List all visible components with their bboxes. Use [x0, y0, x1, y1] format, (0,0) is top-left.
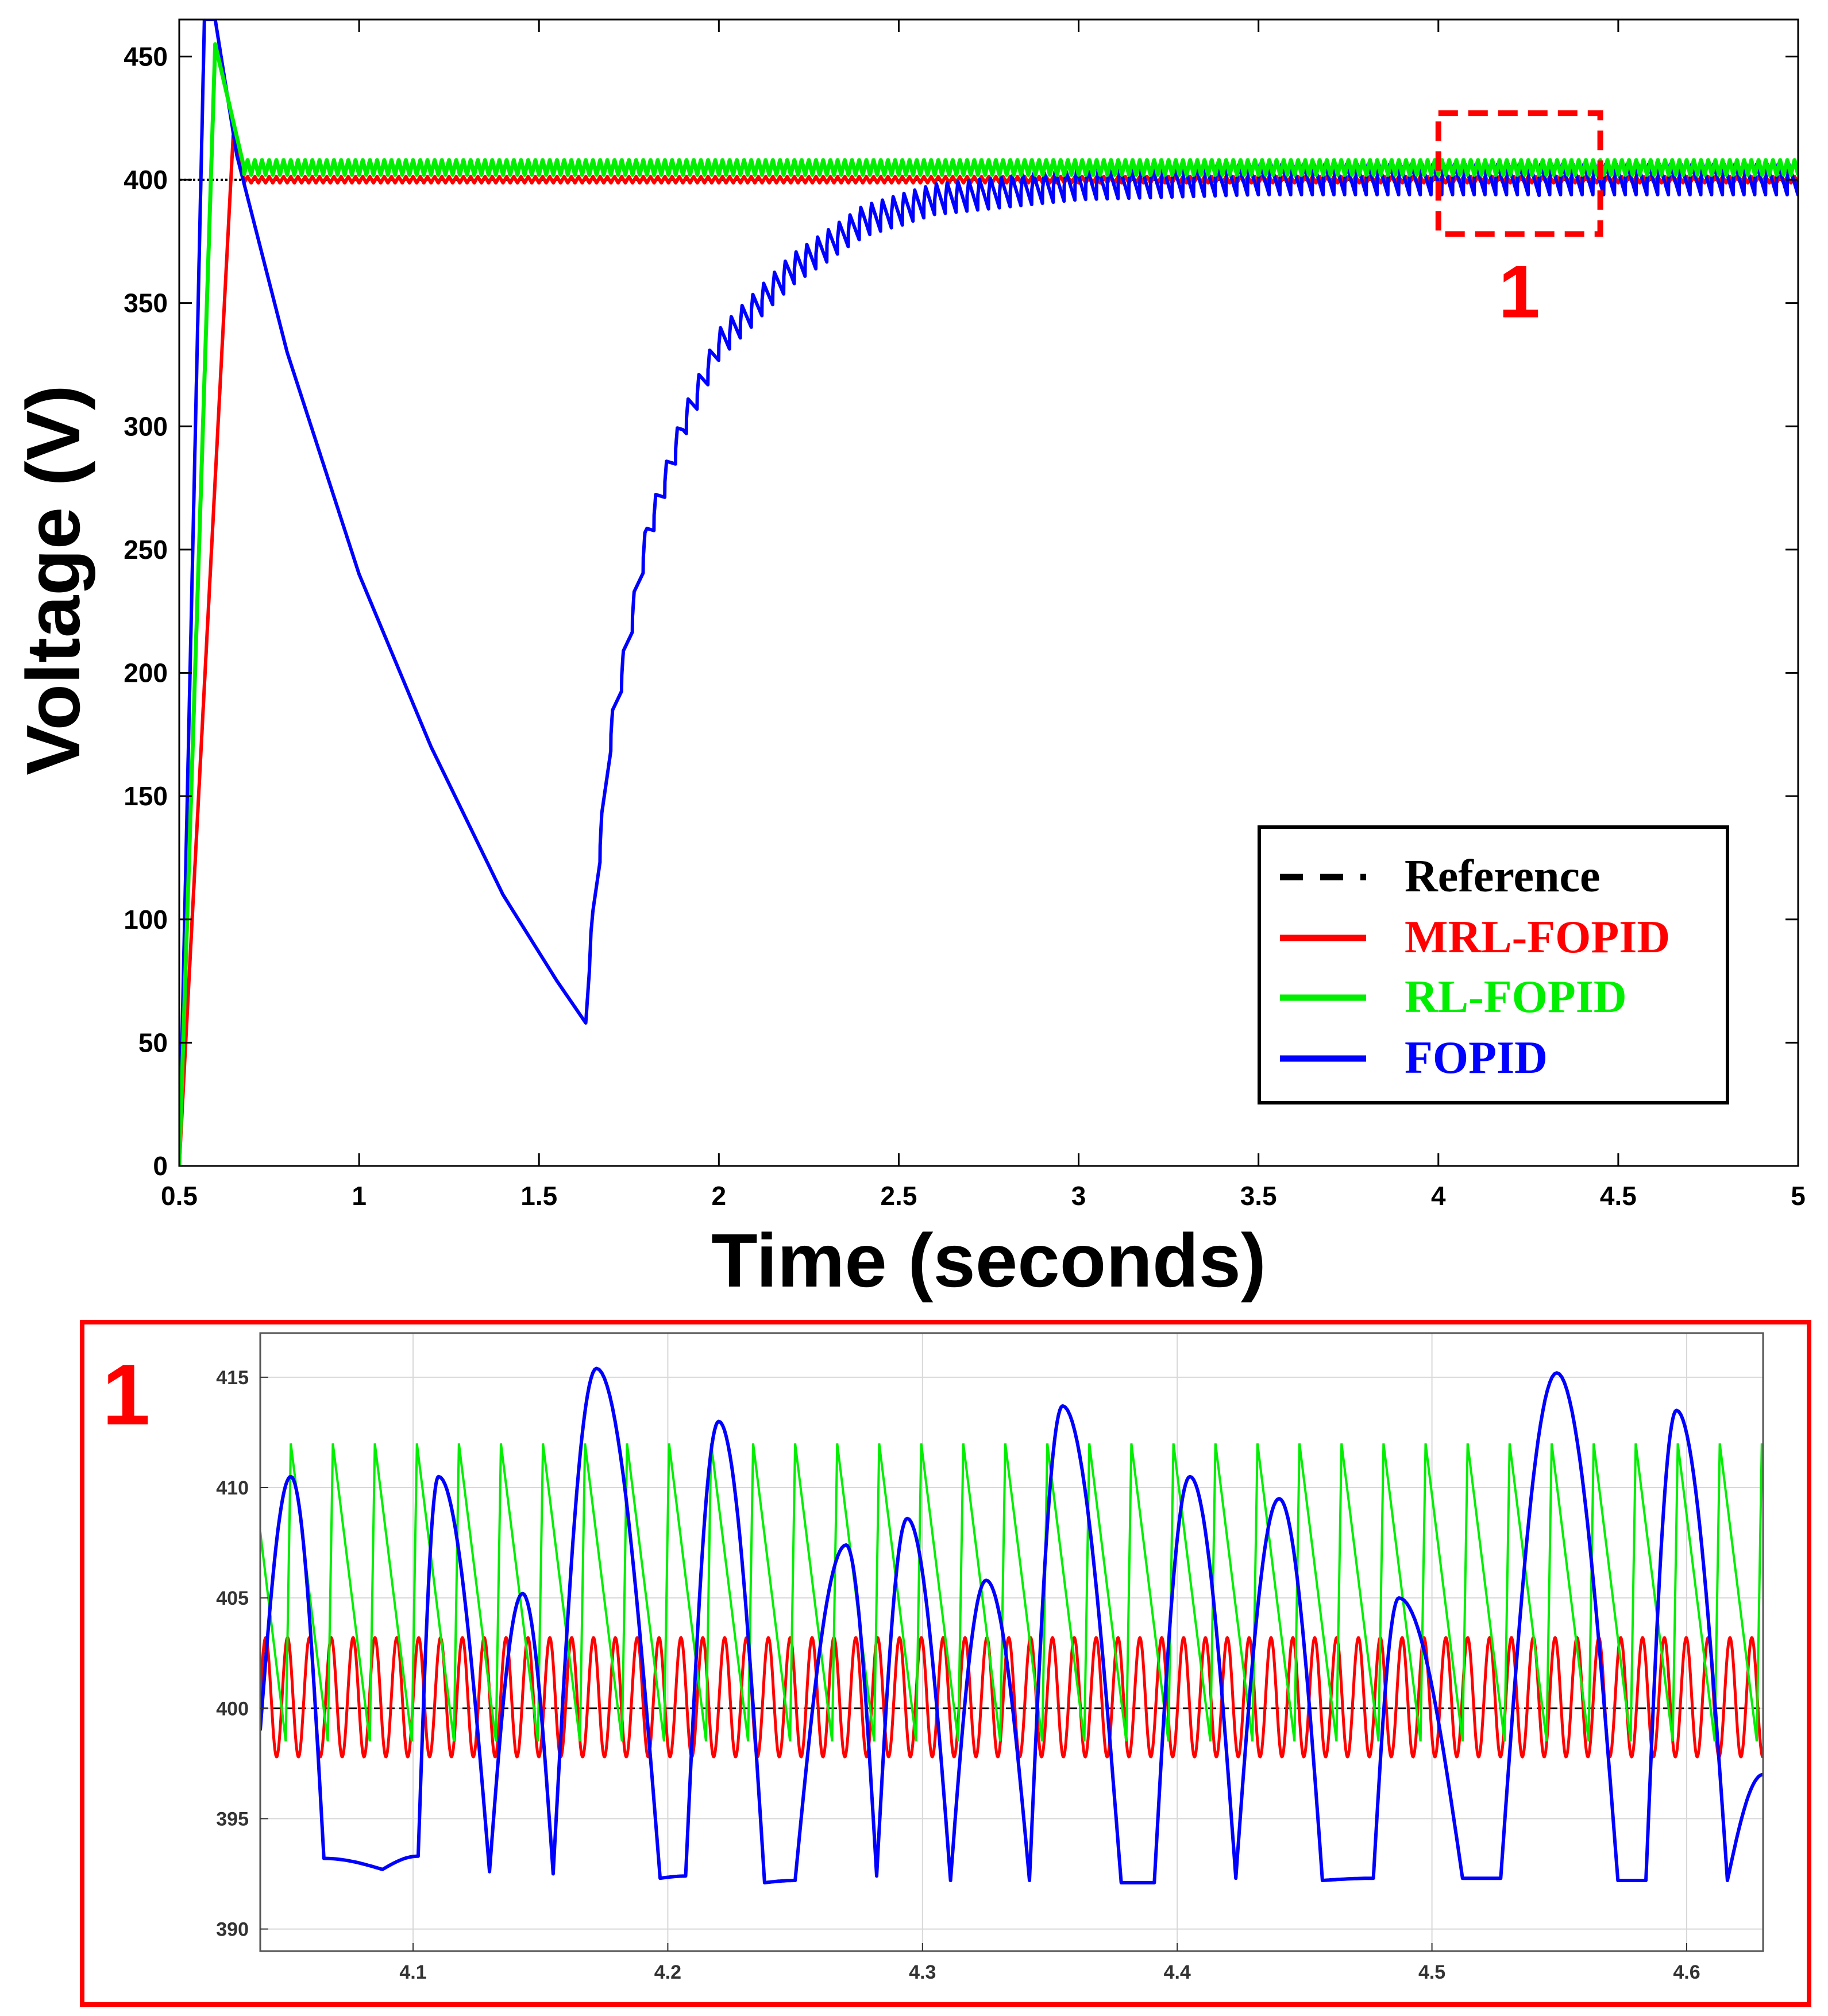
zoom-y-tick-label: 405	[216, 1588, 249, 1609]
main-chart: 0.5 1 1.5 2 2.5 3 3.5 4 4.5 505010015020025030035…	[11, 18, 1806, 1303]
zoom-x-tick-label: 4.2	[654, 1961, 681, 1983]
x-tick-label: 0.5	[161, 1181, 198, 1211]
zoom-series-mrl-fopid	[260, 1636, 1763, 1759]
zoom-y-tick-label: 390	[216, 1919, 249, 1941]
zoom-y-tick-label: 410	[216, 1477, 249, 1499]
zoom-y-tick-label: 415	[216, 1367, 249, 1389]
zoom-series-rl-fopid	[260, 1443, 1763, 1742]
zoom-x-tick-label: 4.6	[1673, 1961, 1700, 1983]
zoom-x-tick-label: 4.3	[909, 1961, 936, 1983]
legend-entry-mrl-fopid: MRL-FOPID	[1280, 912, 1670, 963]
legend-label-mrl-fopid: MRL-FOPID	[1405, 912, 1670, 963]
legend-label-reference: Reference	[1405, 851, 1601, 902]
zoom-x-tick-label: 4.4	[1164, 1961, 1191, 1983]
y-tick-label: 200	[124, 658, 168, 688]
legend-entry-rl-fopid: RL-FOPID	[1280, 972, 1627, 1022]
x-tick-label: 1	[352, 1181, 367, 1211]
zoom-inset-label: 1	[102, 1346, 150, 1443]
x-tick-label: 5	[1791, 1181, 1806, 1211]
main-plot-frame	[178, 18, 1799, 1167]
x-tick-label: 2	[712, 1181, 727, 1211]
y-axis-title: Voltage (V)	[11, 385, 95, 775]
y-tick-label: 250	[124, 535, 168, 565]
legend-label-rl-fopid: RL-FOPID	[1405, 972, 1627, 1022]
y-tick-label: 450	[124, 41, 168, 71]
y-tick-label: 400	[124, 165, 168, 195]
y-tick-label: 350	[124, 288, 168, 318]
y-tick-label: 0	[153, 1151, 168, 1181]
y-tick-label: 50	[138, 1028, 168, 1057]
y-tick-label: 100	[124, 905, 168, 934]
y-tick-label: 300	[124, 411, 168, 441]
x-tick-label: 2.5	[880, 1181, 917, 1211]
zoom-series-fopid	[260, 1366, 1763, 1884]
zoom-plot-frame	[259, 1332, 1764, 1952]
x-tick-label: 4.5	[1600, 1181, 1637, 1211]
zoom-x-tick-label: 4.5	[1418, 1961, 1445, 1983]
x-tick-label: 4	[1431, 1181, 1446, 1211]
x-tick-label: 3.5	[1240, 1181, 1277, 1211]
x-axis-title: Time (seconds)	[711, 1218, 1266, 1303]
legend-label-fopid: FOPID	[1405, 1033, 1548, 1083]
legend: Reference MRL-FOPID RL-FOPID FOPID	[1258, 825, 1729, 1104]
zoom-x-tick-label: 4.1	[399, 1961, 426, 1983]
y-tick-label: 150	[124, 781, 168, 811]
legend-entry-fopid: FOPID	[1280, 1033, 1548, 1083]
legend-entry-reference: Reference	[1280, 851, 1601, 902]
zoom-region-box	[1435, 110, 1603, 237]
main-series-rl-fopid	[179, 42, 1798, 1166]
zoom-y-tick-label: 395	[216, 1808, 249, 1830]
x-tick-label: 1.5	[520, 1181, 557, 1211]
main-series-fopid	[179, 20, 1798, 1166]
x-tick-label: 3	[1071, 1181, 1086, 1211]
zoom-inset: 1 4.1 4.2 4.3 4.4 4.5 4.6 390 395 400 405 410 415	[80, 1320, 1811, 2007]
zoom-y-tick-label: 400	[216, 1698, 249, 1720]
zoom-region-label: 1	[1499, 249, 1540, 333]
zoom-inset-frame	[80, 1320, 1811, 2007]
